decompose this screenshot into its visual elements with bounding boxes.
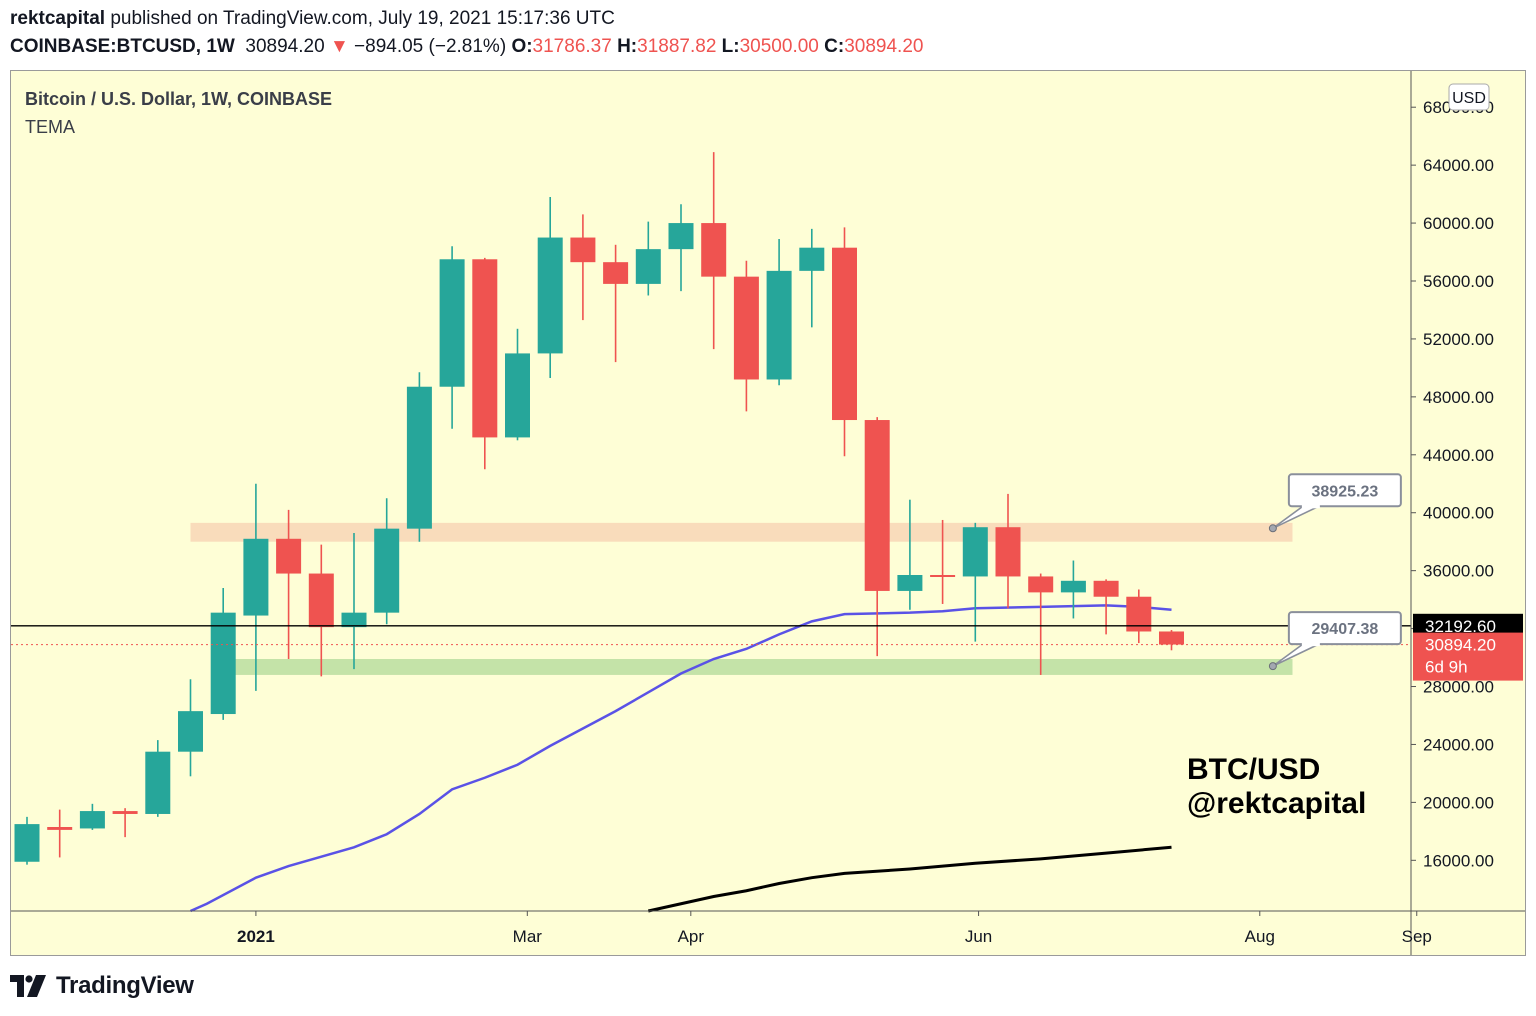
- candle-body: [472, 259, 498, 438]
- horizontal-line-price-label: 32192.60: [1425, 617, 1496, 636]
- change-text: −894.05 (−2.81%): [354, 36, 507, 57]
- currency-badge: [1448, 83, 1490, 111]
- candle-body: [276, 538, 302, 574]
- candle-body: [243, 538, 269, 616]
- y-tick-label: 28000.00: [1423, 678, 1494, 697]
- close-label: C:: [824, 36, 845, 57]
- candle-body: [635, 249, 661, 284]
- candle-body: [14, 824, 40, 862]
- callout-anchor: [1268, 662, 1277, 671]
- last-price-label: 30894.20: [1425, 636, 1496, 655]
- candle-body: [897, 575, 923, 591]
- footer: TradingView: [10, 972, 194, 1000]
- candle-body: [47, 827, 73, 830]
- y-tick-label: 64000.00: [1423, 156, 1494, 175]
- candle-body: [930, 575, 956, 577]
- x-tick-label: Jun: [965, 927, 992, 946]
- y-tick-label: 44000.00: [1423, 446, 1494, 465]
- publisher-name[interactable]: rektcapital: [10, 8, 106, 29]
- candle-body: [766, 270, 792, 380]
- y-tick-label: 36000.00: [1423, 562, 1494, 581]
- candle-body: [308, 573, 334, 628]
- publish-info: rektcapital published on TradingView.com…: [10, 8, 615, 30]
- long-ma-line: [647, 845, 1172, 913]
- down-arrow-icon: ▼: [329, 36, 349, 57]
- tema-line: [189, 604, 1172, 913]
- callout-box: [1287, 611, 1402, 646]
- candle-body: [603, 262, 629, 284]
- candle-body: [374, 528, 400, 613]
- low-value: 30500.00: [739, 36, 819, 57]
- callout-joint: [1301, 504, 1320, 509]
- resistance-zone: [190, 522, 1293, 542]
- chart-background: [11, 71, 1525, 955]
- candle-body: [1159, 631, 1184, 645]
- candle-body: [733, 276, 759, 380]
- callout-label: 29407.38: [1312, 621, 1379, 638]
- candle-body: [668, 223, 694, 250]
- candle-body: [178, 711, 203, 752]
- x-tick-label: Mar: [513, 927, 543, 946]
- close-value: 30894.20: [844, 36, 924, 57]
- chart-title: Bitcoin / U.S. Dollar, 1W, COINBASE: [25, 89, 332, 109]
- chart-frame: 38925.23 29407.38 Bitcoin / U.S. Dollar, 1…: [10, 70, 1526, 956]
- ohlc-bar: COINBASE:BTCUSD, 1W 30894.20 ▼ −894.05 (…: [10, 36, 923, 58]
- x-tick-label: Aug: [1245, 927, 1275, 946]
- published-text: published on TradingView.com, July 19, 2…: [110, 8, 615, 29]
- y-tick-label: 16000.00: [1423, 851, 1494, 870]
- callout-box: [1287, 473, 1402, 508]
- x-tick-label: 2021: [237, 927, 275, 946]
- support-zone: [226, 659, 1293, 675]
- currency-label: USD: [1452, 90, 1486, 107]
- candle-body: [210, 612, 236, 715]
- high-value: 31887.82: [637, 36, 717, 57]
- watermark-line-1: BTC/USD: [1187, 753, 1320, 786]
- y-tick-label: 56000.00: [1423, 272, 1494, 291]
- watermark-line-2: @rektcapital: [1187, 787, 1366, 820]
- candle-body: [799, 247, 825, 271]
- high-label: H:: [617, 36, 638, 57]
- candle-body: [79, 811, 105, 829]
- candle-body: [112, 811, 138, 814]
- y-tick-label: 60000.00: [1423, 214, 1494, 233]
- footer-brand[interactable]: TradingView: [56, 972, 194, 999]
- candle-body: [701, 223, 727, 277]
- callout-joint: [1301, 642, 1320, 647]
- y-tick-label: 52000.00: [1423, 330, 1494, 349]
- candle-body: [1060, 580, 1086, 593]
- y-tick-label: 40000.00: [1423, 504, 1494, 523]
- y-tick-label: 24000.00: [1423, 735, 1494, 754]
- open-value: 31786.37: [532, 36, 612, 57]
- indicator-label: TEMA: [25, 117, 75, 137]
- last-price-text: 30894.20: [245, 36, 325, 57]
- y-tick-label: 20000.00: [1423, 793, 1494, 812]
- y-tick-label: 48000.00: [1423, 388, 1494, 407]
- symbol-label: COINBASE:BTCUSD, 1W: [10, 36, 235, 57]
- tradingview-logo-icon: [10, 975, 46, 997]
- candle-body: [439, 259, 465, 387]
- candle-body: [1093, 580, 1119, 597]
- candle-body: [570, 237, 596, 263]
- candle-body: [832, 247, 857, 421]
- candle-body: [505, 353, 530, 438]
- callout-anchor: [1268, 524, 1277, 533]
- candle-body: [1028, 576, 1054, 593]
- candle-body: [537, 237, 563, 354]
- price-chart[interactable]: 38925.23 29407.38 Bitcoin / U.S. Dollar, 1…: [11, 71, 1525, 955]
- candle-body: [962, 527, 988, 577]
- x-tick-label: Apr: [678, 927, 705, 946]
- candle-body: [406, 386, 432, 529]
- countdown-label: 6d 9h: [1425, 658, 1468, 677]
- low-label: L:: [721, 36, 740, 57]
- last-price-tag: [1413, 632, 1523, 681]
- x-tick-label: Sep: [1402, 927, 1432, 946]
- candle-body: [864, 420, 890, 591]
- open-label: O:: [511, 36, 533, 57]
- candle-body: [341, 612, 367, 628]
- candle-body: [995, 527, 1021, 577]
- candle-body: [145, 751, 171, 814]
- callout-label: 38925.23: [1312, 483, 1379, 500]
